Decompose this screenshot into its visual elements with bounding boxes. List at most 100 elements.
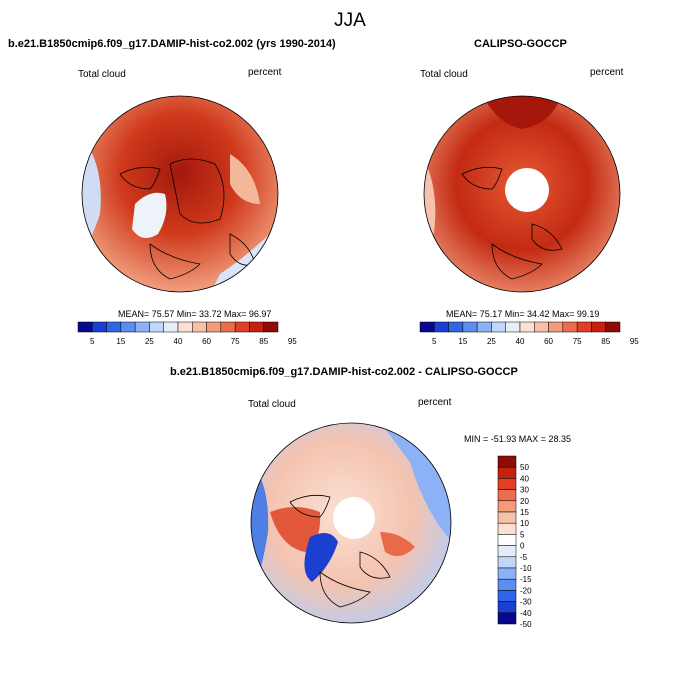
panel-1-mid-region xyxy=(230,154,260,204)
panel-1-colorbar-box xyxy=(249,321,264,333)
panel-2-missing-data-hole xyxy=(505,168,549,212)
panel-1-colorbar-box xyxy=(192,321,207,333)
panel-1-colorbar: 5 15 25 40 60 75 85 95 xyxy=(77,321,297,346)
panel-3-colorbar-tick-label: -40 xyxy=(520,609,532,618)
panel-1-colorbar-box xyxy=(263,321,279,333)
panel-2-colorbar-box xyxy=(505,321,521,333)
panel-3-colorbar-box xyxy=(497,478,517,490)
panel-1-colorbar-box xyxy=(134,321,150,333)
panel-2-colorbar-box xyxy=(519,321,535,333)
panel-1-colorbar-tick-label: 85 xyxy=(259,337,268,346)
panel-3-greenland-negative xyxy=(304,533,338,582)
panel-2-coastlines xyxy=(461,166,563,280)
panel-3-stats: MIN = -51.93 MAX = 28.35 xyxy=(464,434,572,444)
panel-1-colorbar-box xyxy=(220,321,236,333)
panel-1-colorbar-box xyxy=(234,321,250,333)
panel-1-greenland-field xyxy=(132,192,167,238)
panel-2-stats: MEAN= 75.17 Min= 34.42 Max= 99.19 xyxy=(446,309,600,319)
panel-2-right-label: percent xyxy=(590,67,624,78)
panel-1-colorbar-tick-label: 25 xyxy=(145,337,154,346)
panel-3-missing-data-hole xyxy=(333,497,375,539)
panel-1-polar-map xyxy=(81,95,279,293)
panel-3-colorbar-box xyxy=(497,578,517,591)
panel-3-colorbar-box xyxy=(497,466,517,479)
panel-2-colorbar-box xyxy=(605,321,621,333)
panel-3-right-label: percent xyxy=(418,397,452,408)
panel-1-colorbar-tick-label: 60 xyxy=(202,337,211,346)
panel-2-colorbar-box xyxy=(591,321,606,333)
panel-3-colorbar-box xyxy=(497,500,517,513)
panel-2-colorbar-box xyxy=(434,321,449,333)
panel-3-colorbar-box xyxy=(497,511,517,524)
panel-3-colorbar-tick-label: 50 xyxy=(520,463,529,472)
panel-2-colorbar-tick-label: 95 xyxy=(630,337,639,346)
panel-3-colorbar-tick-label: 0 xyxy=(520,542,525,551)
panel-1-stats: MEAN= 75.57 Min= 33.72 Max= 96.97 xyxy=(118,309,272,319)
panel-2-colorbar-box xyxy=(576,321,592,333)
panel-1-colorbar-tick-label: 40 xyxy=(174,337,183,346)
panel-3-colorbar-box xyxy=(497,612,517,625)
panel-2-left-label: Total cloud xyxy=(420,69,468,80)
panel-3-colorbar-box xyxy=(497,601,517,614)
panel-1-right-label: percent xyxy=(248,67,282,78)
panel-1-colorbar-box xyxy=(77,321,93,333)
panel-2-map-border xyxy=(423,95,621,293)
panel-3-colorbar-tick-label: -15 xyxy=(520,575,532,584)
panel-3-colorbar-box xyxy=(497,534,517,546)
panel-2-colorbar-tick-label: 40 xyxy=(516,337,525,346)
panel-2-colorbar-box xyxy=(476,321,492,333)
panel-3-title: b.e21.B1850cmip6.f09_g17.DAMIP-hist-co2.… xyxy=(170,366,518,378)
panel-3-colorbar-box xyxy=(497,590,517,602)
panel-2-high-region-north xyxy=(482,96,562,129)
panel-1-colorbar-tick-label: 95 xyxy=(288,337,297,346)
panel-2-colorbar-box xyxy=(562,321,578,333)
panel-3-map-border xyxy=(250,422,452,624)
panel-1-colorbar-box xyxy=(149,321,164,333)
panel-1-colorbar-box xyxy=(163,321,179,333)
panel-3-colorbar-tick-label: 5 xyxy=(520,530,525,539)
panel-1-colorbar-box xyxy=(206,321,222,333)
panel-2-colorbar-box xyxy=(448,321,464,333)
panel-3-colorbar-box xyxy=(497,556,517,569)
panel-3-colorbar-tick-label: 30 xyxy=(520,486,529,495)
panel-3-colorbar-tick-label: 20 xyxy=(520,497,529,506)
panel-1-colorbar-tick-label: 75 xyxy=(231,337,240,346)
panel-2-polar-map xyxy=(423,95,621,293)
panel-2-colorbar-box xyxy=(419,321,435,333)
panel-2-colorbar-box xyxy=(534,321,549,333)
panel-3-colorbar-box xyxy=(497,567,517,580)
panel-3-positive-region xyxy=(270,507,321,552)
panel-1-colorbar-tick-label: 5 xyxy=(90,337,95,346)
panel-2-colorbar-tick-label: 5 xyxy=(432,337,437,346)
panel-1-title: b.e21.B1850cmip6.f09_g17.DAMIP-hist-co2.… xyxy=(8,38,336,50)
panel-1-colorbar-box xyxy=(92,321,107,333)
panel-3-polar-map xyxy=(250,422,452,624)
panel-3-colorbar-box xyxy=(497,455,517,468)
panel-1-left-label: Total cloud xyxy=(78,69,126,80)
panel-2-colorbar: 5 15 25 40 60 75 85 95 xyxy=(419,321,639,346)
panel-2-colorbar-box xyxy=(462,321,478,333)
panel-2-colorbar-tick-label: 25 xyxy=(487,337,496,346)
panel-3-colorbar-tick-label: -50 xyxy=(520,620,532,629)
panel-2-colorbar-tick-label: 85 xyxy=(601,337,610,346)
panel-2-colorbar-tick-label: 75 xyxy=(573,337,582,346)
panel-3-left-label: Total cloud xyxy=(248,399,296,410)
panel-3-colorbar-tick-label: -30 xyxy=(520,598,532,607)
panel-2-colorbar-box xyxy=(491,321,506,333)
panel-2-colorbar-tick-label: 15 xyxy=(458,337,467,346)
panel-1-map-border xyxy=(81,95,279,293)
panel-1-colorbar-box xyxy=(177,321,193,333)
panel-3-colorbar-tick-label: -10 xyxy=(520,564,532,573)
panel-3-colorbar-tick-label: 40 xyxy=(520,474,529,483)
panel-1-colorbar-box xyxy=(120,321,136,333)
panel-1-colorbar-box xyxy=(106,321,122,333)
panel-3-colorbar-box xyxy=(497,489,517,502)
panel-3-colorbar-box xyxy=(497,522,517,535)
panel-3-coastlines xyxy=(289,494,391,608)
season-title: JJA xyxy=(334,10,366,31)
panel-2-colorbar-tick-label: 60 xyxy=(544,337,553,346)
panel-3-colorbar-tick-label: 10 xyxy=(520,519,529,528)
panel-1-colorbar-tick-label: 15 xyxy=(116,337,125,346)
panel-1-coastlines xyxy=(119,158,256,280)
